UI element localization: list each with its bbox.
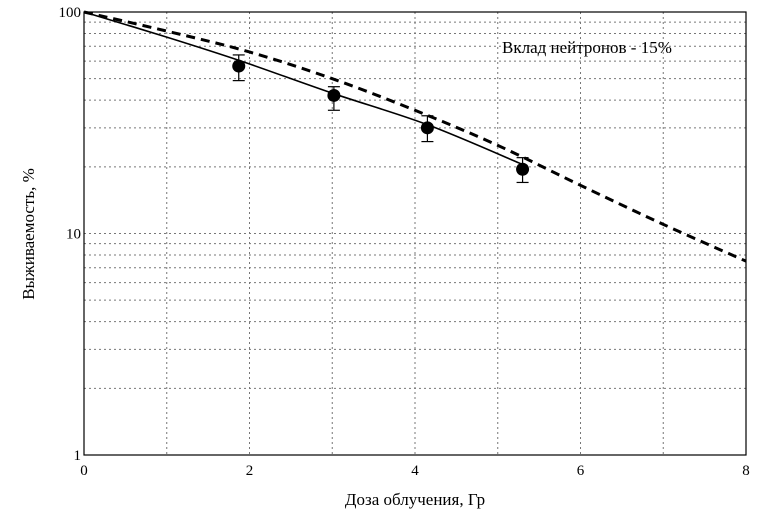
dashed-survival-curve (83, 10, 747, 263)
plot-frame (83, 11, 747, 456)
x-tick-label: 6 (577, 463, 585, 479)
x-tick-label: 8 (742, 463, 750, 479)
grid-lines (84, 12, 746, 455)
data-marker (516, 162, 530, 176)
data-point (232, 54, 246, 82)
data-marker (327, 88, 341, 102)
y-axis-title: Выживаемость, % (19, 168, 38, 300)
y-tick-label: 1 (74, 448, 82, 464)
data-marker (232, 59, 246, 73)
y-tick-label: 10 (66, 227, 81, 243)
axis-ticks: 0 2 4 6 8 1 10 100 (59, 5, 750, 479)
y-tick-label: 100 (59, 5, 82, 21)
series-group (83, 10, 747, 263)
data-point (327, 86, 341, 111)
x-axis-title: Доза облучения, Гр (345, 490, 485, 509)
solid-survival-curve (83, 11, 523, 166)
data-point (420, 115, 434, 143)
x-tick-label: 2 (246, 463, 254, 479)
x-tick-label: 4 (411, 463, 419, 479)
annotation-text: Вклад нейтронов - 15% (502, 38, 672, 57)
data-marker (420, 121, 434, 135)
data-point (516, 157, 530, 184)
x-tick-label: 0 (80, 463, 88, 479)
